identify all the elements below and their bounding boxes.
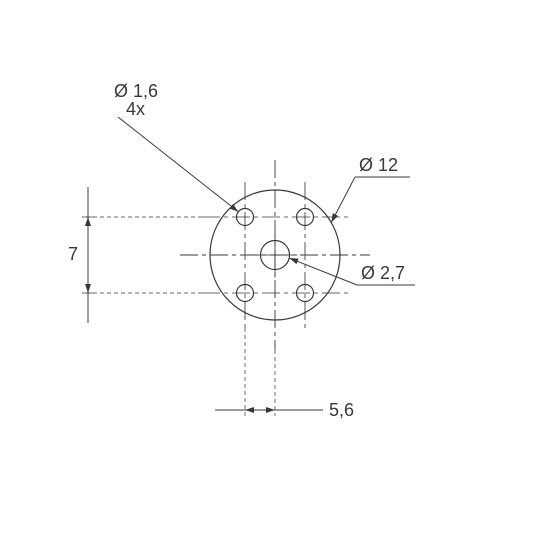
leader-outer-dia: Ø 12 [359,155,398,175]
dim-vertical-label: 7 [68,244,78,264]
leader-center-dia: Ø 2,7 [361,263,405,283]
leader-small-count: 4x [126,99,145,119]
dim-horizontal-label: 5,6 [329,400,354,420]
leader-small-dia: Ø 1,6 [114,81,158,101]
